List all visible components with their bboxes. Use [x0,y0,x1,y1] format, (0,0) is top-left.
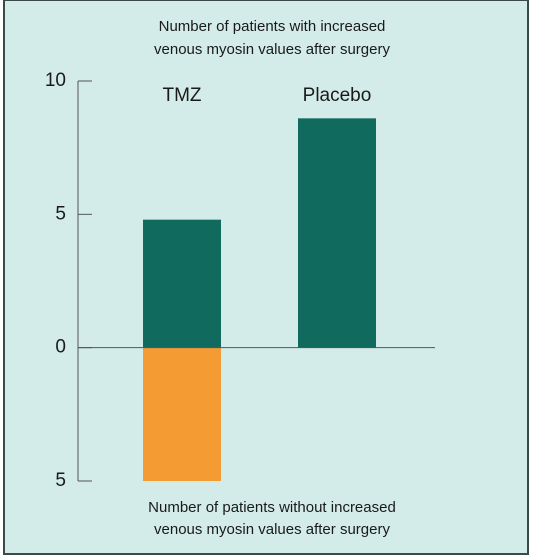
category-label: TMZ [162,85,201,106]
bar [143,219,221,348]
category-label: Placebo [303,85,372,106]
bar [143,347,221,481]
y-tick-label: 0 [55,337,66,358]
annotation: venous myosin values after surgery [154,521,390,538]
y-tick-label: 10 [45,70,66,91]
chart-title: venous myosin values after surgery [154,41,390,58]
y-tick-label: 5 [55,203,66,224]
y-tick-label: 5 [55,470,66,491]
chart-background [3,0,529,555]
bar [298,118,376,348]
chart-title: Number of patients with increased [159,18,386,35]
annotation: Number of patients without increased [148,499,396,516]
